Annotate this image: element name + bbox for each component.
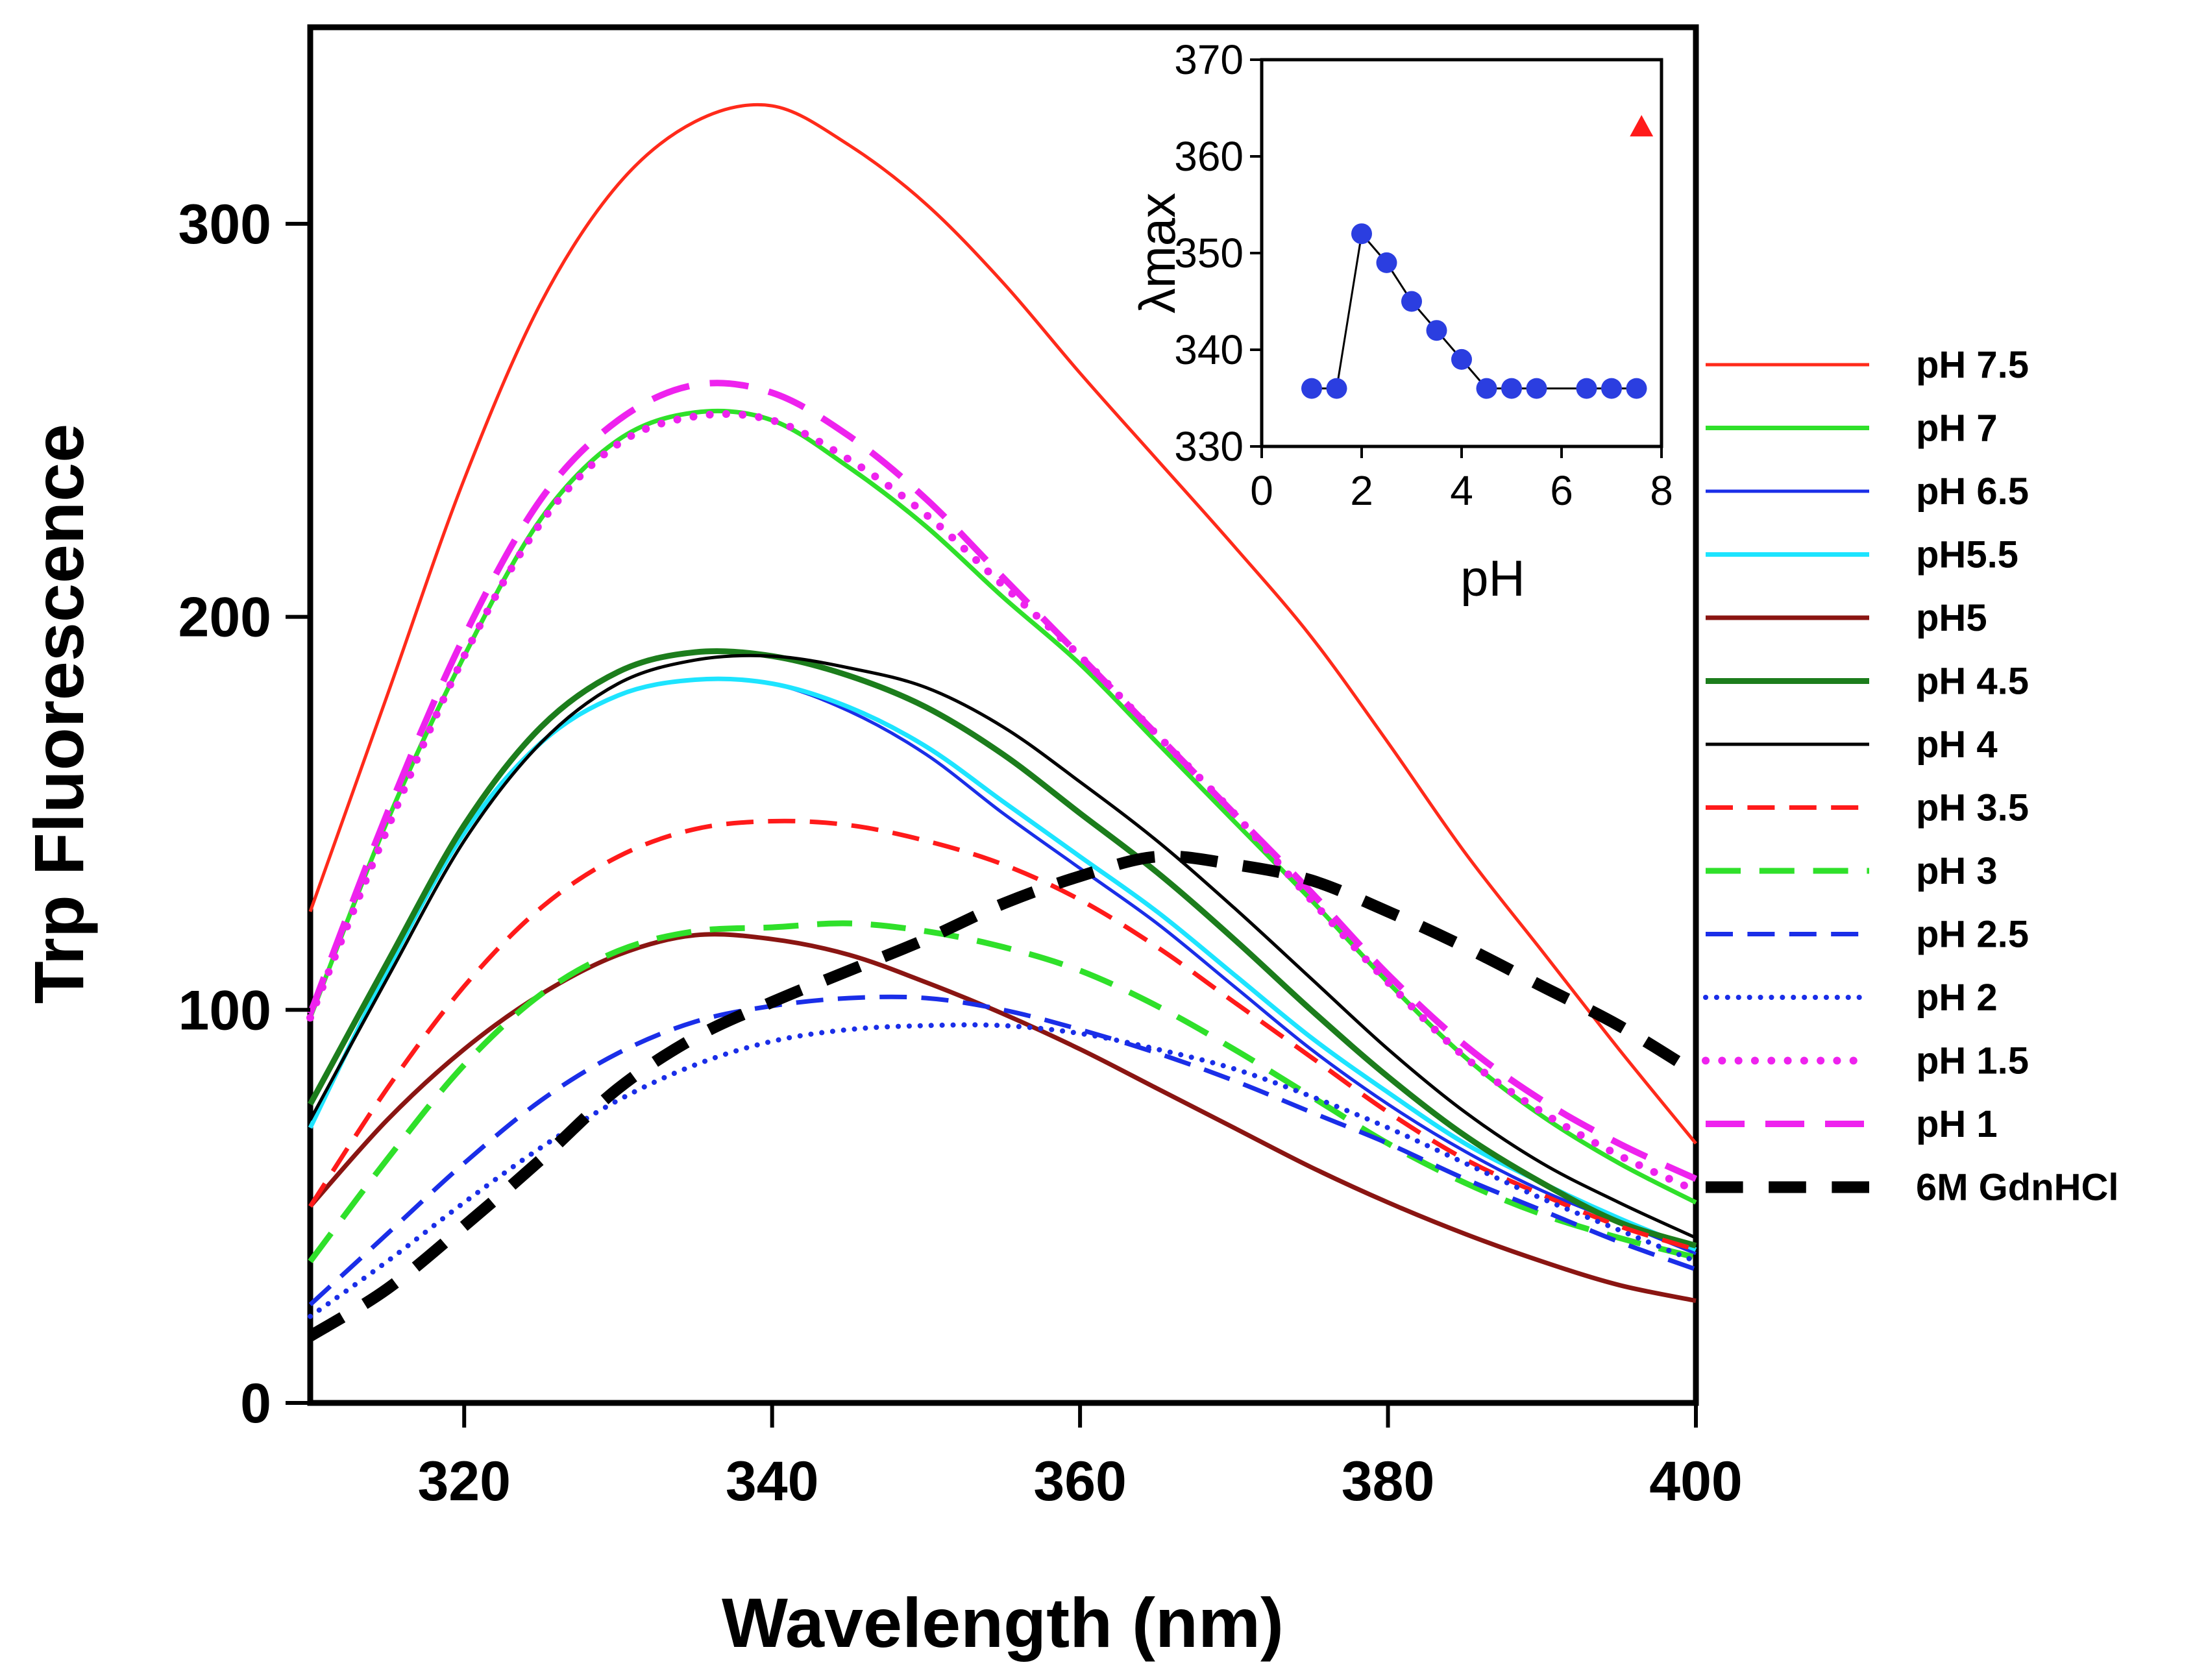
y-axis-title: Trp Fluorescence [19,424,98,1004]
inset-y-tick-label: 350 [1174,230,1244,276]
y-tick-label: 0 [240,1372,271,1435]
inset-point [1426,320,1447,341]
inset-y-tick-label: 370 [1174,36,1244,83]
inset-point [1501,378,1522,399]
inset-point [1451,348,1472,370]
y-tick-label: 300 [178,193,272,256]
inset-x-tick-label: 6 [1550,467,1573,514]
legend-label: pH 3.5 [1916,787,2029,829]
inset-y-axis-title: λmax [1129,193,1186,313]
legend-label: pH 4.5 [1916,661,2029,703]
inset-point [1576,378,1597,399]
series-line-ph-2.5 [308,994,1697,1307]
x-tick-label: 340 [726,1450,819,1513]
legend-label: pH 2 [1916,977,1998,1019]
main-series-layer [306,103,1700,1341]
inset-connecting-line [1312,231,1637,390]
series-line-ph5.5 [308,676,1697,1252]
legend-label: pH5 [1916,597,1987,639]
inset-point [1376,252,1397,273]
inset-point [1601,378,1622,399]
legend-label: pH 1 [1916,1103,1998,1145]
legend-label: pH 7 [1916,408,1998,450]
inset-point [1301,378,1322,399]
legend: pH 7.5 pH 7 pH 6.5 pH5.5 pH5 pH 4.5 pH 4 pH 3.5… [1702,344,2119,1209]
inset-point [1626,378,1647,399]
series-line-6m-gdnhcl [307,850,1699,1341]
inset-point [1401,291,1422,312]
main-plot-frame [307,24,1699,1406]
legend-label: pH 4 [1916,724,1998,766]
main-y-axis: 0 100 200 300 [178,193,310,1435]
inset-y-tick-label: 330 [1174,423,1244,470]
x-axis-title: Wavelength (nm) [722,1583,1284,1662]
series-line-ph-7 [308,408,1697,1205]
legend-label: pH 6.5 [1916,470,2029,513]
series-line-ph-1 [307,380,1698,1182]
y-tick-label: 200 [178,587,272,649]
y-tick-label: 100 [178,979,272,1041]
series-line-ph-2 [308,1022,1698,1319]
legend-label: pH 1.5 [1916,1040,2029,1082]
inset-plot: 0 2 4 6 8 330 340 350 360 370 pH λmax [1129,36,1673,607]
main-plot: 320 340 360 380 400 0 100 200 300 Wavelength (n… [19,24,1743,1662]
legend-label: pH 2.5 [1916,914,2029,956]
series-line-ph5 [308,932,1697,1303]
x-tick-label: 400 [1649,1450,1743,1513]
inset-point [1476,378,1497,399]
inset-point [1326,378,1347,399]
legend-label: pH 7.5 [1916,344,2029,386]
x-tick-label: 360 [1033,1450,1127,1513]
legend-label: 6M GdnHCl [1916,1167,2119,1209]
main-x-axis: 320 340 360 380 400 [417,1403,1743,1513]
legend-label: pH 3 [1916,850,1998,892]
series-line-ph-1.5 [306,410,1700,1195]
inset-x-axis-title: pH [1460,550,1525,607]
inset-denatured-point [1630,115,1654,137]
inset-series-layer [1301,115,1654,399]
inset-y-axis: 330 340 350 360 370 [1174,36,1262,470]
series-line-ph-4.5 [308,648,1697,1249]
series-line-ph-7.5 [308,103,1697,1145]
inset-point [1351,223,1372,245]
inset-point [1526,378,1547,399]
x-tick-label: 380 [1342,1450,1435,1513]
inset-x-tick-label: 8 [1650,467,1673,514]
inset-x-tick-label: 4 [1450,467,1473,514]
inset-y-tick-label: 340 [1174,326,1244,373]
series-line-ph-4 [308,653,1697,1239]
legend-label: pH5.5 [1916,534,2018,576]
inset-x-tick-label: 2 [1350,467,1373,514]
inset-y-tick-label: 360 [1174,133,1244,180]
inset-x-axis: 0 2 4 6 8 [1250,446,1673,514]
series-line-ph-3 [308,920,1697,1263]
series-line-ph-3.5 [308,818,1697,1252]
x-tick-label: 320 [417,1450,511,1513]
inset-x-tick-label: 0 [1250,467,1273,514]
